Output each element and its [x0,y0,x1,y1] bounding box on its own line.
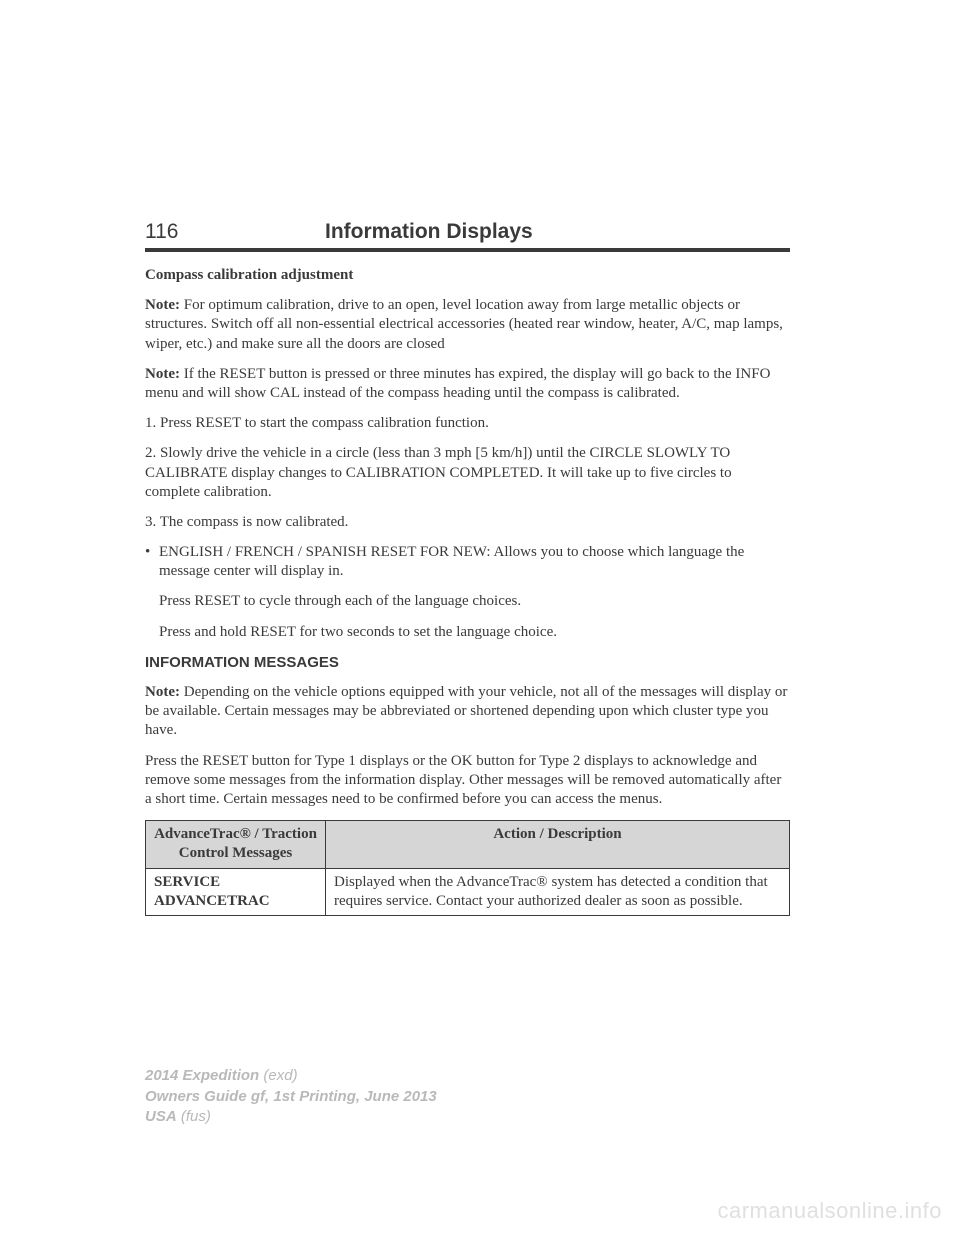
footer-model: 2014 Expedition [145,1067,259,1084]
paragraph: Press the RESET button for Type 1 displa… [145,752,790,810]
table-row: SERVICE ADVANCETRAC Displayed when the A… [146,868,790,915]
bullet-sub: Press and hold RESET for two seconds to … [145,623,790,642]
step-2: 2. Slowly drive the vehicle in a circle … [145,444,790,502]
table-header-row: AdvanceTrac® / Traction Control Messages… [146,821,790,868]
note-label: Note: [145,684,180,700]
step-3: 3. The compass is now calibrated. [145,513,790,532]
message-desc-cell: Displayed when the AdvanceTrac® system h… [326,868,790,915]
manual-page: 116 Information Displays Compass calibra… [0,0,960,1242]
note-text: If the RESET button is pressed or three … [145,366,770,401]
watermark: carmanualsonline.info [717,1198,942,1224]
table-header-action: Action / Description [326,821,790,868]
page-body: Compass calibration adjustment Note: For… [145,266,790,916]
note-label: Note: [145,297,180,313]
section-heading-messages: INFORMATION MESSAGES [145,653,790,672]
footer-line-3: USA (fus) [145,1107,437,1127]
page-header: 116 Information Displays [145,220,790,252]
footer-code: (fus) [177,1108,211,1125]
note-text: Depending on the vehicle options equippe… [145,684,787,738]
step-1: 1. Press RESET to start the compass cali… [145,414,790,433]
page-number: 116 [145,220,325,244]
bullet-sub: Press RESET to cycle through each of the… [145,592,790,611]
note-paragraph: Note: If the RESET button is pressed or … [145,365,790,403]
message-name-cell: SERVICE ADVANCETRAC [146,868,326,915]
table-header-messages: AdvanceTrac® / Traction Control Messages [146,821,326,868]
note-paragraph: Note: Depending on the vehicle options e… [145,683,790,741]
subheading-compass: Compass calibration adjustment [145,266,790,285]
bullet-language: ENGLISH / FRENCH / SPANISH RESET FOR NEW… [145,543,790,581]
footer-country: USA [145,1108,177,1125]
footer-code: (exd) [259,1067,297,1084]
footer-line-2: Owners Guide gf, 1st Printing, June 2013 [145,1087,437,1107]
note-text: For optimum calibration, drive to an ope… [145,297,783,351]
footer-line-1: 2014 Expedition (exd) [145,1066,437,1086]
messages-table: AdvanceTrac® / Traction Control Messages… [145,820,790,916]
note-paragraph: Note: For optimum calibration, drive to … [145,296,790,354]
chapter-title: Information Displays [325,220,533,244]
page-footer: 2014 Expedition (exd) Owners Guide gf, 1… [145,1066,437,1127]
note-label: Note: [145,366,180,382]
